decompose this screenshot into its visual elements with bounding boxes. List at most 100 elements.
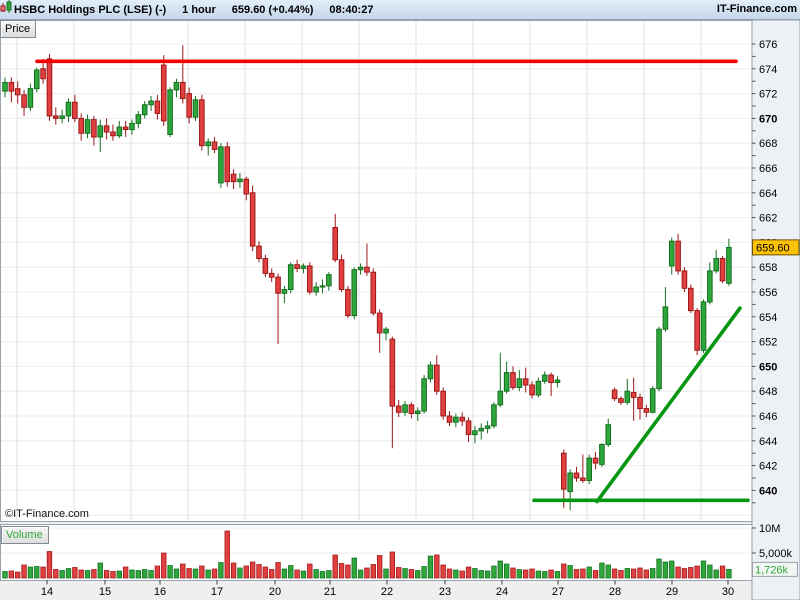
volume-bar (688, 567, 694, 579)
candle-body (440, 390, 446, 417)
candle-body (237, 178, 243, 183)
candle-body (510, 372, 516, 388)
volume-bar (59, 570, 65, 579)
volume-bar (726, 568, 732, 579)
volume-bar (554, 571, 561, 579)
volume-bar (116, 570, 122, 579)
volume-bar (332, 554, 338, 579)
candle-body (541, 374, 548, 382)
uptrend-line[interactable] (595, 306, 742, 504)
candle-body (21, 94, 27, 108)
time-tick-label: 30 (722, 586, 734, 598)
timeframe-label: 1 hour (182, 3, 216, 16)
volume-bar (459, 570, 465, 579)
volume-bar (345, 564, 351, 579)
volume-bar (567, 565, 573, 579)
candle-body (522, 378, 529, 386)
volume-bar (415, 570, 421, 579)
candle-body (65, 101, 72, 117)
candle-body (78, 117, 85, 134)
brand-logo: IT-Finance.com (716, 3, 797, 15)
volume-bar (586, 566, 592, 579)
volume-bar (46, 551, 53, 579)
price-tick-label: 676 (759, 39, 777, 51)
candle-body (554, 379, 561, 384)
volume-bar (326, 570, 332, 579)
candle-body (573, 472, 580, 479)
volume-bar (34, 566, 40, 579)
candle-body (376, 312, 383, 334)
candle-body (199, 99, 205, 147)
volume-bar (523, 569, 529, 579)
candle-body (389, 338, 396, 407)
price-tick-label: 640 (759, 485, 777, 497)
volume-bar (275, 562, 281, 579)
candle-body (294, 264, 300, 269)
candle-body (180, 81, 186, 100)
candle-body (160, 64, 167, 122)
volume-bar (376, 555, 383, 579)
volume-bar (396, 567, 402, 579)
candle-body (141, 104, 148, 116)
candle-body (46, 58, 53, 117)
candle-body (205, 141, 211, 147)
candle-body (605, 424, 612, 446)
volume-bar (281, 568, 288, 579)
tab-price[interactable]: Price (0, 20, 37, 38)
candle-body (268, 272, 275, 278)
time-tick-label: 15 (99, 586, 111, 598)
price-tick-label: 664 (759, 188, 777, 200)
candle-body (8, 81, 15, 92)
volume-bar (199, 565, 205, 579)
volume-bar (421, 566, 427, 579)
candle-body (662, 306, 669, 330)
volume-bar (535, 570, 542, 579)
price-tick-label: 670 (759, 113, 777, 125)
candle-body (484, 425, 491, 429)
time-tick-label: 29 (666, 586, 678, 598)
candle-body (129, 122, 135, 131)
candle-body (402, 404, 408, 413)
volume-bar (40, 566, 46, 579)
candle-body (53, 115, 59, 119)
volume-bar (427, 555, 434, 579)
volume-bar (383, 568, 389, 579)
volume-bar (548, 569, 554, 579)
volume-bar (230, 562, 237, 579)
candle-body (370, 271, 377, 314)
candle-body (688, 287, 694, 312)
candle-body (135, 114, 142, 124)
candle-body (503, 372, 510, 392)
last-quote: 659.60 (+0.44%) (231, 3, 314, 16)
price-pane[interactable] (0, 20, 753, 522)
volume-bar (402, 568, 408, 579)
time-axis-labels: 14 15 16 17 20 21 22 23 24 27 28 29 30 (41, 580, 734, 598)
volume-bar (351, 557, 357, 579)
gridlines-layer (1, 21, 751, 554)
volume-bar (656, 558, 662, 579)
volume-bar (72, 567, 78, 579)
candle-body (681, 270, 688, 289)
volume-bar (643, 569, 650, 579)
tab-volume[interactable]: Volume (1, 526, 49, 544)
volume-bar (630, 568, 637, 579)
candle-body (630, 391, 637, 398)
volume-bar (269, 569, 275, 579)
volume-bar (129, 569, 135, 579)
volume-bar (453, 569, 459, 579)
volume-bar (135, 570, 142, 579)
candle-body (516, 378, 523, 388)
volume-bar (180, 563, 186, 579)
candle-body (72, 101, 78, 119)
candle-body (649, 388, 656, 413)
volume-bar (580, 568, 586, 579)
time-tick-label: 14 (41, 586, 53, 598)
time-tick-label: 23 (439, 586, 451, 598)
candle-body (27, 88, 34, 108)
candle-body (224, 146, 231, 183)
price-tick-label: 654 (759, 312, 777, 324)
candle-body (319, 285, 326, 288)
candle-body (421, 378, 427, 412)
